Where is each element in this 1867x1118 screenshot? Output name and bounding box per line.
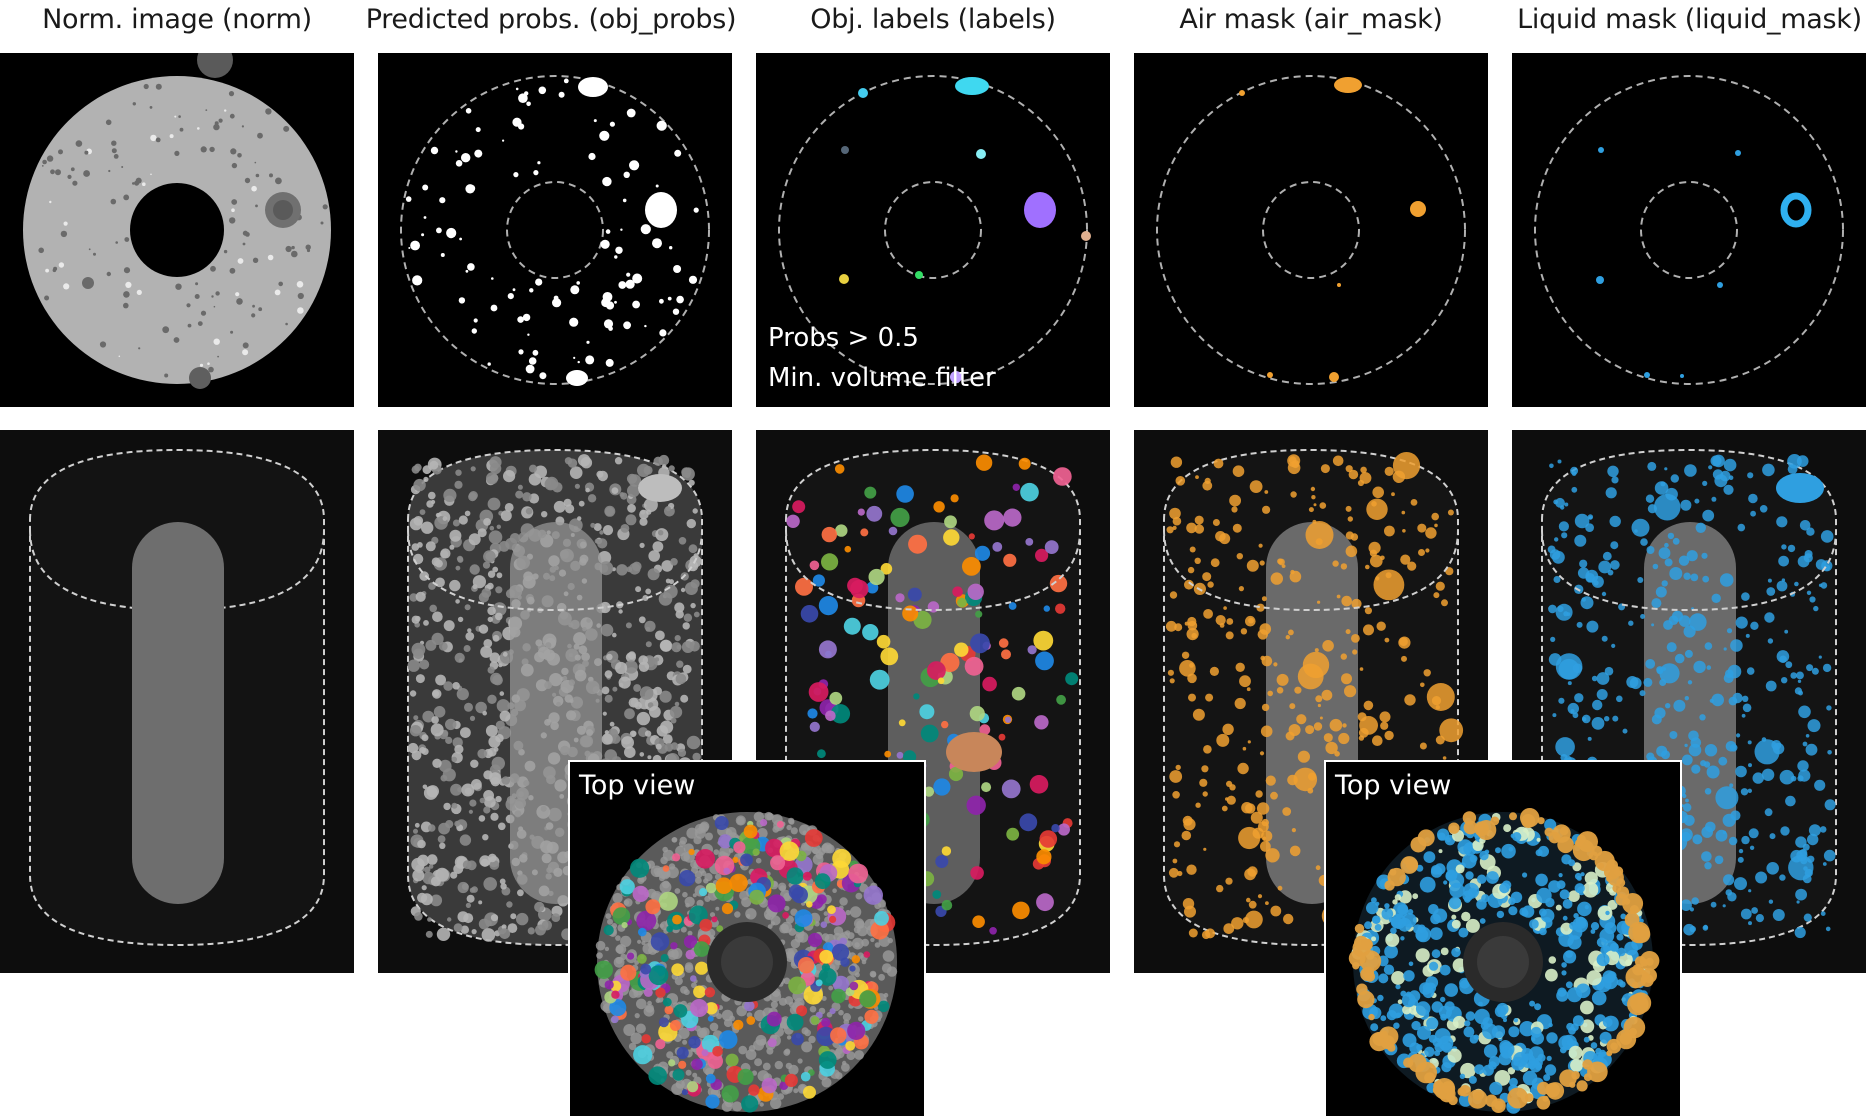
threshold-annotation: Probs > 0.5 <box>768 323 919 353</box>
norm-volume-image <box>29 448 325 947</box>
norm-volume-panel <box>0 430 354 973</box>
liquid-mask-slice-panel <box>1512 53 1866 407</box>
labels-top-view-inset: Top view <box>568 760 926 1118</box>
obj-probs-slice-panel <box>378 53 732 407</box>
column-title-liquid-mask: Liquid mask (liquid_mask) <box>1517 4 1862 35</box>
filter-annotation: Min. volume filter <box>768 363 996 393</box>
norm-slice-panel <box>0 53 354 407</box>
masks-top-view-image <box>1348 808 1660 1114</box>
labels-top-view-label: Top view <box>579 770 696 801</box>
air-mask-slice-panel <box>1134 53 1488 407</box>
labels-top-view-image <box>594 811 898 1113</box>
labels-slice-image <box>778 75 1091 385</box>
liquid-mask-slice-image <box>1534 75 1844 385</box>
column-title-obj-probs: Predicted probs. (obj_probs) <box>365 4 737 35</box>
obj-probs-slice-image <box>400 75 710 386</box>
air-mask-slice-image <box>1156 75 1466 385</box>
column-title-labels: Obj. labels (labels) <box>810 4 1056 35</box>
masks-top-view-label: Top view <box>1335 770 1452 801</box>
column-title-norm: Norm. image (norm) <box>42 4 312 35</box>
masks-top-view-inset: Top view <box>1324 760 1682 1118</box>
norm-slice-image <box>23 53 331 389</box>
labels-slice-panel: Probs > 0.5 Min. volume filter <box>756 53 1110 407</box>
column-title-air-mask: Air mask (air_mask) <box>1179 4 1443 35</box>
